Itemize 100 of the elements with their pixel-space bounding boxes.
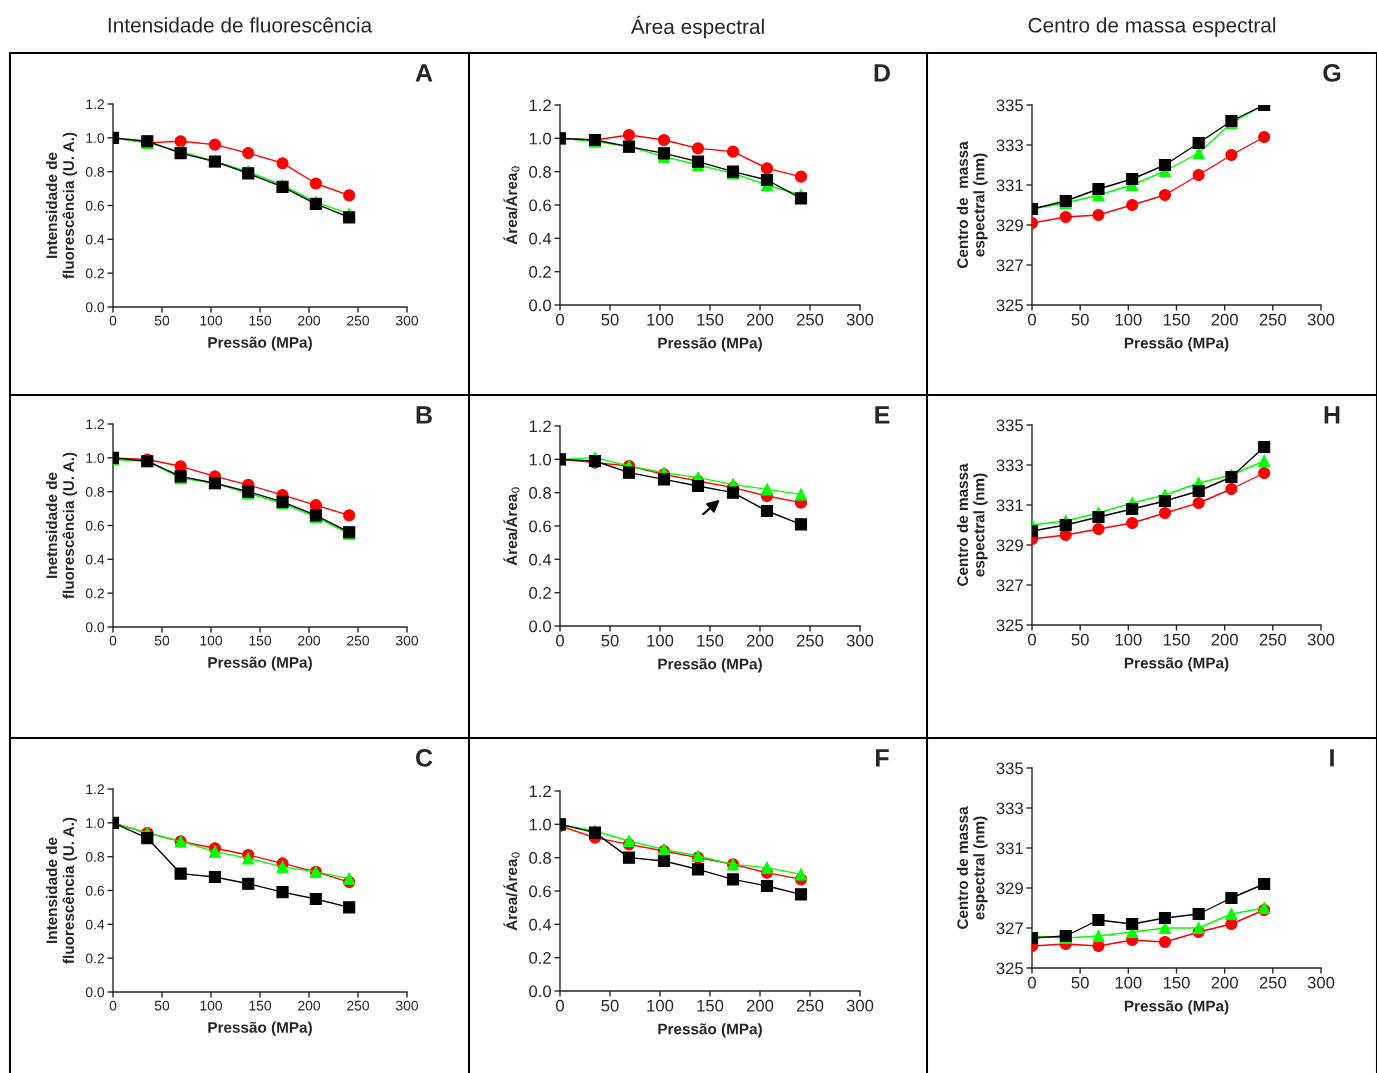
x-tick-label: 0 [556,313,564,326]
x-tick-label: 100 [1115,633,1142,646]
y-tick-label: 0.0 [85,987,105,998]
chart-title: Centro de massa espectral [1028,17,1276,37]
x-tick-label: 150 [249,635,272,646]
x-tick-label: 250 [347,1000,370,1011]
y-tick-label: 1.0 [86,453,105,463]
y-tick-label: 335 [996,762,1023,775]
x-tick-label: 300 [1307,313,1335,326]
chart-title: Área espectral [630,15,764,39]
y-tick-label: 1.2 [86,784,104,795]
y-axis-title: Centro de massa espectral (nm) [956,463,988,586]
x-tick-label: 50 [601,999,619,1012]
y-tick-label: 331 [996,499,1023,512]
y-tick-label: 327 [996,259,1023,272]
x-tick-label: 50 [1071,976,1089,989]
x-tick-label: 50 [1071,633,1089,646]
x-tick-label: 300 [846,313,874,326]
y-tick-label: 0.4 [529,553,552,566]
y-tick-label: 0.8 [85,167,105,177]
x-tick-label: 300 [395,315,419,326]
y-tick-label: 325 [996,299,1023,312]
y-axis-title: Centro de massa espectral (nm) [956,141,988,269]
x-tick-label: 0 [1028,313,1036,326]
y-tick-label: 327 [996,579,1023,592]
y-axis-title: Intensidade de fluorescência (U. A.) [45,817,78,964]
y-tick-label: 329 [996,539,1023,552]
y-tick-label: 0.6 [529,199,551,212]
x-tick-label: 100 [1115,976,1142,989]
x-tick-label: 250 [796,313,824,326]
x-tick-label: 150 [697,634,724,647]
x-tick-label: 200 [1211,313,1238,326]
x-axis-title: Pressão (MPa) [208,336,312,351]
y-tick-label: 0.6 [85,885,105,896]
y-tick-label: 0.2 [85,268,104,279]
y-tick-label: 333 [996,139,1023,152]
x-axis-title: Pressão (MPa) [658,658,762,673]
y-tick-label: 0.0 [85,622,105,633]
x-tick-label: 100 [647,634,674,647]
y-tick-label: 1.2 [529,420,551,433]
x-tick-label: 0 [556,634,564,647]
x-tick-label: 200 [746,313,774,326]
y-tick-label: 0.0 [85,302,105,313]
y-tick-label: 0.6 [529,885,551,898]
x-tick-label: 200 [298,635,321,646]
x-tick-label: 200 [1211,976,1238,989]
y-tick-label: 0.4 [85,919,105,930]
y-tick-label: 0.4 [85,234,105,245]
y-tick-label: 1.2 [529,99,551,112]
y-tick-label: 335 [996,419,1023,432]
y-tick-label: 0.8 [85,487,105,497]
x-tick-label: 250 [1259,976,1287,989]
x-tick-label: 250 [347,635,370,646]
x-tick-label: 0 [1028,633,1036,646]
y-tick-label: 0.8 [85,852,105,862]
x-tick-label: 0 [1028,976,1036,989]
x-tick-label: 0 [109,635,117,646]
y-tick-label: 1.0 [529,453,552,466]
y-tick-label: 1.0 [529,132,552,145]
x-tick-label: 200 [746,634,774,647]
x-axis-title: Pressão (MPa) [658,1023,762,1038]
y-tick-label: 0.8 [529,852,551,864]
x-tick-label: 150 [249,1000,272,1011]
y-tick-label: 0.4 [85,554,105,565]
y-axis-title: Área/Área$_{0}$ [503,852,520,931]
x-tick-label: 300 [846,999,874,1012]
y-tick-label: 0.2 [529,952,551,964]
y-tick-label: 0.0 [529,299,552,312]
y-tick-label: 1.2 [86,99,104,110]
y-tick-label: 0.2 [529,587,551,599]
chart-title: Intensidade de fluorescência [108,17,373,33]
x-tick-label: 150 [1163,313,1190,326]
x-tick-label: 200 [298,315,321,326]
x-tick-label: 250 [347,315,370,326]
x-tick-label: 300 [395,1000,419,1011]
text: A [415,64,433,82]
y-axis-title: Área/Área$_{0}$ [503,166,520,245]
x-tick-label: 150 [697,313,724,326]
x-tick-label: 50 [154,635,170,646]
y-tick-label: 329 [996,882,1023,895]
text: D [874,64,890,82]
x-axis-title: Pressão (MPa) [1124,657,1229,672]
y-tick-label: 1.0 [86,818,105,828]
x-tick-label: 50 [601,634,619,647]
x-tick-label: 300 [1307,976,1335,989]
text: E [875,406,890,424]
y-tick-label: 335 [996,99,1023,112]
y-tick-label: 0.6 [529,520,551,533]
x-tick-label: 50 [154,315,170,326]
x-tick-label: 250 [796,634,824,647]
x-tick-label: 150 [1163,976,1190,989]
x-tick-label: 300 [1307,633,1335,646]
x-axis-title: Pressão (MPa) [1124,337,1229,352]
x-tick-label: 100 [647,999,674,1012]
y-axis-title: Centro de massa espectral (nm) [956,806,988,929]
y-tick-label: 331 [996,179,1023,192]
x-tick-label: 300 [395,635,419,646]
y-tick-label: 0.8 [529,166,551,178]
x-tick-label: 250 [1259,313,1287,326]
x-tick-label: 150 [1163,633,1190,646]
